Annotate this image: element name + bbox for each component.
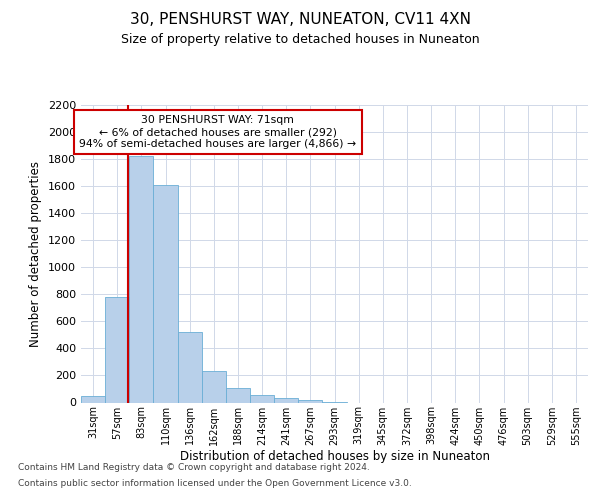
Text: 30, PENSHURST WAY, NUNEATON, CV11 4XN: 30, PENSHURST WAY, NUNEATON, CV11 4XN (130, 12, 470, 28)
Bar (81, 396, 105, 402)
Y-axis label: Number of detached properties: Number of detached properties (29, 161, 43, 347)
Text: Contains HM Land Registry data © Crown copyright and database right 2024.: Contains HM Land Registry data © Crown c… (18, 464, 370, 472)
Text: Contains public sector information licensed under the Open Government Licence v3: Contains public sector information licen… (18, 478, 412, 488)
Bar (298, 400, 322, 402)
Bar (105, 297, 129, 403)
Bar (274, 398, 298, 402)
Text: Size of property relative to detached houses in Nuneaton: Size of property relative to detached ho… (121, 32, 479, 46)
X-axis label: Distribution of detached houses by size in Nuneaton: Distribution of detached houses by size … (179, 450, 490, 464)
Text: 30 PENSHURST WAY: 71sqm
← 6% of detached houses are smaller (292)
94% of semi-de: 30 PENSHURST WAY: 71sqm ← 6% of detached… (79, 116, 356, 148)
Bar (129, 156, 154, 402)
Bar (202, 372, 226, 402)
Bar (250, 395, 274, 402)
Bar (178, 332, 202, 402)
Bar (154, 185, 178, 402)
Bar (226, 388, 250, 402)
